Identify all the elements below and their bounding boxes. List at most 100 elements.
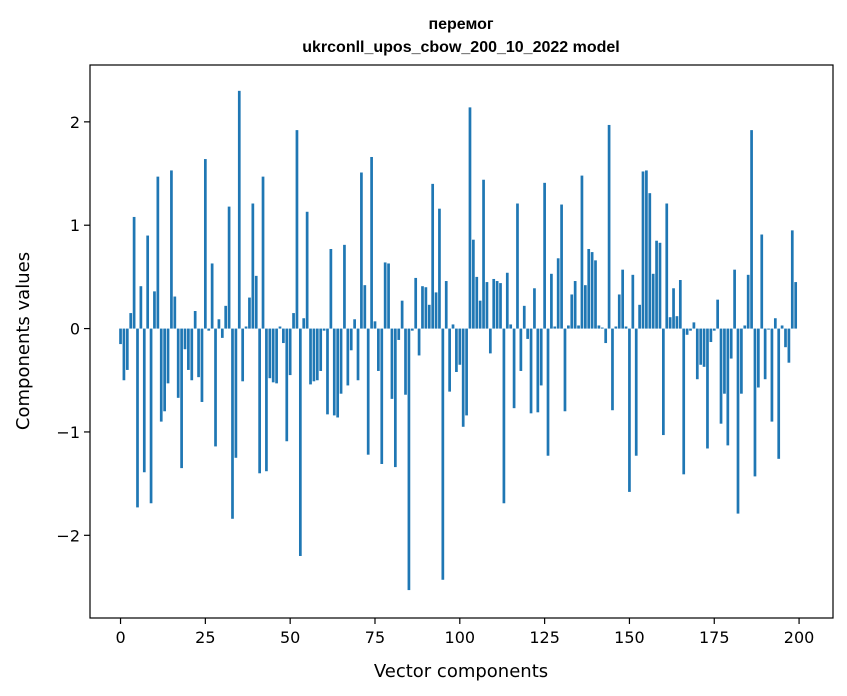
bar: [512, 328, 516, 409]
bar: [770, 328, 774, 422]
bar: [309, 328, 312, 385]
x-tick-label: 50: [280, 628, 300, 647]
bar: [458, 328, 462, 365]
bar: [672, 288, 675, 329]
bar: [607, 124, 611, 329]
bar: [180, 328, 183, 469]
bar: [227, 206, 231, 329]
bar: [472, 239, 475, 329]
bar: [706, 328, 709, 449]
bar: [390, 328, 394, 399]
bar: [125, 328, 129, 370]
bar: [322, 328, 326, 331]
bar: [767, 328, 770, 330]
bar: [265, 328, 268, 472]
y-axis-label: Components values: [13, 252, 34, 430]
chart-subtitle: ukrconll_upos_cbow_200_10_2022 model: [302, 39, 619, 56]
bar: [729, 328, 733, 359]
bar: [234, 328, 238, 458]
bar: [468, 107, 472, 329]
bar: [190, 328, 194, 381]
bar: [485, 282, 489, 329]
bar: [495, 281, 499, 329]
bar: [689, 328, 692, 331]
bar: [624, 326, 628, 329]
bar: [600, 327, 604, 329]
bar: [397, 328, 401, 340]
bar: [516, 203, 519, 329]
bar: [251, 203, 255, 329]
bar: [736, 328, 740, 514]
bars-group: [119, 90, 798, 591]
bar: [753, 328, 757, 477]
x-tick-label: 0: [115, 628, 125, 647]
bar: [743, 325, 747, 329]
bar: [740, 328, 743, 394]
bar: [356, 328, 360, 381]
bar: [231, 328, 234, 519]
bar: [614, 326, 618, 329]
bar: [237, 90, 241, 329]
bar: [488, 328, 492, 354]
bar: [712, 328, 716, 331]
bar: [726, 328, 730, 446]
chart-title: перемог: [428, 16, 493, 33]
bar: [159, 328, 163, 422]
bar: [427, 304, 431, 329]
bar: [424, 287, 428, 329]
bar: [366, 328, 370, 455]
bar: [505, 272, 509, 329]
bar: [556, 258, 560, 329]
x-axis-label: Vector components: [374, 661, 548, 682]
bar: [400, 300, 404, 329]
bar: [553, 326, 557, 329]
bar: [244, 326, 248, 329]
bar: [176, 328, 180, 398]
bar: [139, 286, 143, 329]
bar: [373, 321, 377, 329]
bar: [220, 328, 224, 338]
bar: [662, 328, 665, 436]
bar: [784, 328, 787, 348]
bar: [285, 328, 289, 442]
x-tick-label: 100: [445, 628, 476, 647]
bar: [716, 299, 719, 329]
bar: [258, 328, 261, 474]
bar: [305, 211, 309, 329]
bar: [119, 328, 122, 345]
bar: [478, 300, 482, 329]
bar: [271, 328, 275, 383]
bar: [302, 318, 306, 329]
bar: [543, 182, 546, 329]
bar: [261, 176, 265, 329]
bar: [546, 328, 550, 456]
bar: [634, 328, 638, 456]
bar: [678, 280, 682, 329]
bar: [763, 328, 767, 380]
bar: [417, 328, 421, 356]
bar: [580, 175, 584, 329]
x-tick-label: 125: [529, 628, 560, 647]
bar: [414, 277, 418, 329]
bar: [539, 328, 543, 386]
bar: [166, 328, 170, 384]
bar: [410, 328, 414, 331]
bar: [278, 326, 282, 329]
bar: [207, 328, 211, 331]
x-tick-label: 150: [614, 628, 645, 647]
bar: [187, 328, 190, 370]
bar: [655, 240, 658, 329]
bar: [519, 328, 523, 371]
y-axis-ticks: −2 −1 0 1 2: [56, 113, 90, 545]
bar: [163, 328, 166, 412]
bar: [377, 328, 380, 371]
bar: [621, 269, 625, 329]
bar: [533, 288, 536, 329]
bar: [173, 296, 177, 329]
bar: [773, 318, 777, 329]
bar: [777, 328, 781, 459]
bar: [421, 286, 424, 329]
bar: [587, 248, 591, 329]
